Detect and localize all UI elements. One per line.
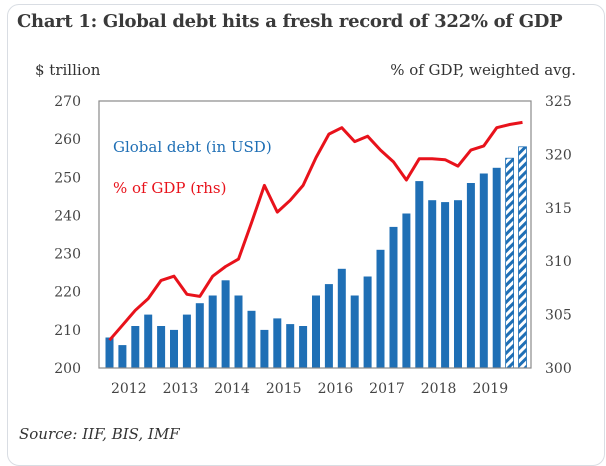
bar (170, 329, 178, 368)
bar (131, 326, 140, 368)
left-y-tick-label: 240 (54, 208, 81, 224)
bar (208, 295, 217, 368)
right-y-tick-label: 315 (545, 201, 572, 217)
right-axis-ticks: 300 305 310 315 320 325 (545, 94, 572, 377)
x-tick-label: 2013 (163, 381, 199, 397)
bar-forecast (518, 146, 527, 369)
bar (299, 326, 308, 368)
x-tick-label: 2012 (111, 381, 147, 397)
bar (350, 295, 359, 368)
legend-pct-gdp: % of GDP (rhs) (113, 179, 226, 197)
bar (247, 310, 256, 368)
x-tick-label: 2016 (318, 381, 354, 397)
left-y-tick-label: 250 (54, 170, 81, 186)
bar (415, 181, 424, 368)
bar (221, 280, 230, 368)
bar (260, 329, 269, 368)
left-axis-ticks: 200 210 220 230 240 250 260 270 (54, 94, 81, 377)
bar-forecast (505, 157, 515, 369)
right-y-tick-label: 310 (545, 254, 572, 270)
bar (324, 284, 333, 368)
bar (428, 200, 437, 368)
legend-global-debt: Global debt (in USD) (113, 138, 272, 156)
bar (454, 200, 462, 368)
left-axis-unit-label: $ trillion (35, 61, 101, 79)
bar (337, 268, 346, 368)
bar (182, 314, 191, 368)
x-axis-ticks: 2012 2013 2014 2015 2016 2017 2018 2019 (111, 381, 508, 397)
right-y-tick-label: 320 (545, 147, 572, 163)
left-y-tick-label: 220 (54, 285, 81, 301)
bar (195, 303, 204, 368)
line-series (108, 120, 523, 342)
bar (466, 183, 475, 368)
bar (402, 213, 411, 368)
bar (144, 314, 153, 368)
right-axis-unit-label: % of GDP, weighted avg. (390, 61, 576, 79)
bar (363, 276, 372, 368)
right-y-tick-label: 325 (545, 94, 572, 110)
bar (441, 202, 450, 368)
bar (105, 337, 114, 368)
bar (118, 345, 127, 368)
left-y-tick-label: 230 (54, 247, 81, 263)
bar (273, 318, 282, 368)
bar (157, 326, 166, 368)
bar (234, 295, 243, 368)
x-tick-label: 2019 (472, 381, 508, 397)
plot-frame (98, 100, 532, 369)
pct-gdp-line (108, 120, 523, 342)
left-y-tick-label: 260 (54, 132, 81, 148)
bar (389, 226, 398, 368)
bar (286, 324, 295, 368)
right-y-tick-label: 300 (545, 361, 572, 377)
left-y-tick-label: 270 (54, 94, 81, 110)
bar (312, 295, 320, 368)
left-y-tick-label: 200 (54, 361, 81, 377)
x-tick-label: 2015 (266, 381, 302, 397)
right-y-tick-label: 305 (545, 308, 572, 324)
chart-svg: 200 210 220 230 240 250 260 270 300 305 310 315 320… (54, 94, 572, 397)
bar (492, 167, 501, 369)
source-note: Source: IIF, BIS, IMF (19, 425, 180, 443)
chart-title: Chart 1: Global debt hits a fresh record… (17, 11, 563, 32)
left-y-tick-label: 210 (54, 323, 81, 339)
bar (376, 249, 385, 368)
x-tick-label: 2014 (214, 381, 250, 397)
bar (479, 173, 488, 368)
x-tick-label: 2017 (369, 381, 405, 397)
x-tick-label: 2018 (421, 381, 457, 397)
